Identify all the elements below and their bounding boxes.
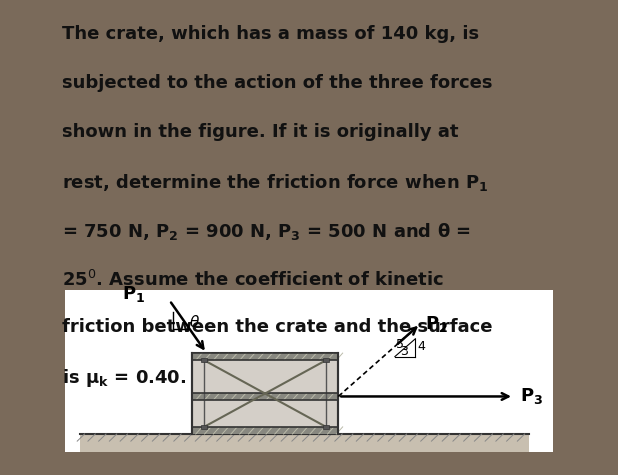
Bar — [201, 358, 207, 362]
Text: $\mathbf{P_2}$: $\mathbf{P_2}$ — [425, 314, 448, 334]
Text: $\mathbf{P_1}$: $\mathbf{P_1}$ — [122, 284, 145, 304]
Bar — [323, 425, 329, 429]
Text: 4: 4 — [417, 340, 425, 353]
Bar — [192, 393, 338, 400]
Text: subjected to the action of the three forces: subjected to the action of the three for… — [62, 74, 493, 92]
Bar — [192, 353, 338, 360]
Text: $\mathbf{P_3}$: $\mathbf{P_3}$ — [520, 387, 543, 407]
Text: $\theta$: $\theta$ — [189, 314, 200, 330]
Text: = 750 N, $\mathregular{P_2}$ = 900 N, $\mathregular{P_3}$ = 500 N and $\mathregu: = 750 N, $\mathregular{P_2}$ = 900 N, $\… — [62, 220, 471, 242]
Bar — [201, 425, 207, 429]
Text: 5: 5 — [396, 338, 404, 351]
Bar — [192, 353, 338, 434]
Bar — [80, 434, 528, 452]
Text: friction between the crate and the surface: friction between the crate and the surfa… — [62, 318, 493, 336]
Bar — [323, 358, 329, 362]
Text: is $\mathregular{\mu_k}$ = 0.40.: is $\mathregular{\mu_k}$ = 0.40. — [62, 367, 187, 389]
Text: The crate, which has a mass of 140 kg, is: The crate, which has a mass of 140 kg, i… — [62, 26, 479, 43]
Text: 25$^0$. Assume the coefficient of kinetic: 25$^0$. Assume the coefficient of kineti… — [62, 269, 444, 290]
Bar — [192, 427, 338, 434]
Text: shown in the figure. If it is originally at: shown in the figure. If it is originally… — [62, 123, 459, 141]
Text: 3: 3 — [400, 345, 408, 358]
Text: rest, determine the friction force when $\mathregular{P_1}$: rest, determine the friction force when … — [62, 172, 488, 193]
Bar — [65, 290, 553, 452]
